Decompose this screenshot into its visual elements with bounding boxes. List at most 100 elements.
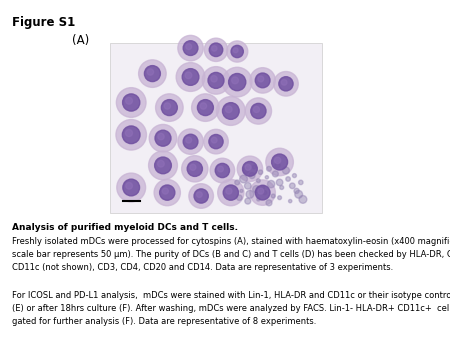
Circle shape	[250, 68, 275, 93]
Circle shape	[183, 41, 198, 55]
Circle shape	[187, 161, 202, 176]
Circle shape	[280, 186, 284, 190]
Circle shape	[210, 158, 234, 183]
Circle shape	[222, 103, 239, 119]
Circle shape	[275, 163, 280, 168]
Circle shape	[266, 148, 293, 176]
Circle shape	[123, 179, 140, 196]
Circle shape	[155, 130, 171, 146]
Circle shape	[294, 188, 299, 193]
Circle shape	[126, 129, 133, 137]
Circle shape	[258, 76, 264, 82]
Circle shape	[265, 176, 269, 179]
Circle shape	[243, 162, 257, 176]
Circle shape	[218, 166, 224, 172]
Circle shape	[251, 103, 266, 119]
Circle shape	[223, 185, 238, 200]
Circle shape	[253, 186, 260, 193]
Circle shape	[192, 94, 219, 121]
Circle shape	[178, 35, 203, 61]
Circle shape	[204, 129, 228, 154]
Circle shape	[245, 164, 251, 170]
Circle shape	[209, 43, 223, 56]
Circle shape	[258, 188, 264, 194]
Circle shape	[229, 73, 246, 91]
Circle shape	[299, 195, 307, 203]
Circle shape	[256, 179, 260, 183]
Circle shape	[147, 69, 153, 75]
Circle shape	[218, 179, 244, 206]
Circle shape	[249, 173, 255, 178]
Circle shape	[288, 199, 292, 203]
Circle shape	[245, 98, 271, 124]
Circle shape	[272, 154, 288, 170]
Text: (E) or after 18hrs culture (F). After washing, mDCs were analyzed by FACS. Lin-1: (E) or after 18hrs culture (F). After wa…	[12, 304, 450, 313]
Circle shape	[267, 180, 275, 188]
Circle shape	[212, 46, 217, 51]
Circle shape	[164, 103, 171, 109]
Circle shape	[185, 72, 192, 79]
Circle shape	[278, 196, 282, 200]
Circle shape	[279, 77, 293, 91]
Circle shape	[261, 186, 265, 189]
Circle shape	[283, 167, 289, 174]
Circle shape	[122, 126, 140, 144]
Circle shape	[258, 170, 263, 174]
Circle shape	[158, 134, 164, 140]
Circle shape	[162, 100, 177, 116]
Circle shape	[182, 156, 208, 182]
Circle shape	[235, 180, 240, 185]
Circle shape	[257, 198, 260, 201]
Circle shape	[237, 195, 242, 200]
Circle shape	[189, 184, 213, 208]
Circle shape	[263, 191, 267, 195]
Circle shape	[286, 177, 290, 181]
Circle shape	[116, 120, 146, 150]
Circle shape	[255, 185, 270, 200]
Circle shape	[222, 67, 252, 97]
Text: For ICOSL and PD-L1 analysis,  mDCs were stained with Lin-1, HLA-DR and CD11c or: For ICOSL and PD-L1 analysis, mDCs were …	[12, 290, 450, 299]
Circle shape	[144, 66, 160, 81]
Circle shape	[155, 157, 171, 174]
Bar	[110, 43, 322, 213]
Circle shape	[276, 179, 283, 186]
Circle shape	[186, 137, 192, 143]
Circle shape	[298, 180, 303, 185]
Circle shape	[233, 48, 238, 53]
Circle shape	[274, 157, 281, 164]
Circle shape	[240, 175, 248, 183]
Circle shape	[225, 106, 232, 113]
Circle shape	[197, 192, 202, 197]
Circle shape	[122, 94, 140, 111]
Circle shape	[216, 97, 245, 125]
Circle shape	[156, 94, 183, 121]
Circle shape	[190, 164, 196, 170]
Circle shape	[162, 188, 168, 194]
Text: Analysis of purified myeloid DCs and T cells.: Analysis of purified myeloid DCs and T c…	[12, 223, 238, 232]
Circle shape	[292, 174, 297, 177]
Circle shape	[204, 38, 228, 62]
Circle shape	[148, 151, 177, 180]
Circle shape	[266, 166, 271, 171]
Circle shape	[255, 73, 270, 88]
Circle shape	[274, 72, 298, 96]
Circle shape	[117, 88, 146, 117]
Circle shape	[117, 173, 146, 202]
Circle shape	[227, 41, 248, 62]
Text: (A): (A)	[72, 34, 89, 47]
Circle shape	[271, 194, 275, 198]
Circle shape	[160, 185, 175, 200]
Circle shape	[154, 179, 180, 206]
Circle shape	[182, 69, 199, 86]
Text: gated for further analysis (F). Data are representative of 8 experiments.: gated for further analysis (F). Data are…	[12, 317, 316, 327]
Circle shape	[243, 167, 249, 173]
Circle shape	[200, 103, 207, 109]
Circle shape	[176, 63, 205, 91]
Circle shape	[250, 180, 275, 205]
Circle shape	[240, 189, 243, 192]
Circle shape	[202, 67, 230, 94]
Circle shape	[211, 76, 217, 82]
Circle shape	[208, 72, 224, 89]
Circle shape	[244, 183, 251, 189]
Text: Figure S1: Figure S1	[12, 16, 75, 29]
